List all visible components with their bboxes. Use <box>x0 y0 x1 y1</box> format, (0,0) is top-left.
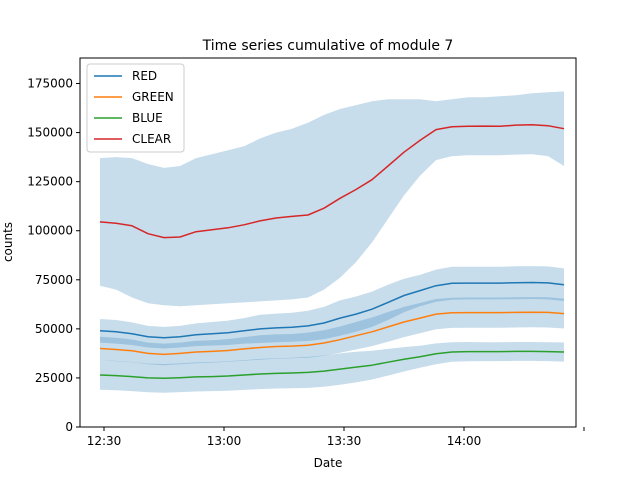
legend-label-red: RED <box>132 69 157 83</box>
series-line-clear <box>99 123 565 239</box>
series-line-red <box>99 281 565 339</box>
lines-group <box>99 123 565 380</box>
x-tick-label: 13:00 <box>207 434 242 448</box>
y-tick-label: 125000 <box>27 175 73 189</box>
band-green <box>100 297 564 366</box>
y-axis: 0 25000 50000 75000 100000 125000 150000 175000 <box>27 77 80 434</box>
legend-box <box>86 63 185 153</box>
y-tick-label: 75000 <box>35 273 73 287</box>
series-line-green <box>99 311 565 356</box>
y-tick-label: 0 <box>65 420 73 434</box>
y-axis-label: counts <box>1 222 15 262</box>
legend-label-clear: CLEAR <box>132 132 171 146</box>
band-clear <box>100 91 564 307</box>
x-tick-label: 13:30 <box>327 434 362 448</box>
legend-label-blue: BLUE <box>132 111 163 125</box>
chart-title: Time series cumulative of module 7 <box>202 38 454 54</box>
plot-frame <box>79 57 577 428</box>
band-blue <box>100 342 564 393</box>
bands-group <box>100 91 564 393</box>
y-tick-label: 50000 <box>35 322 73 336</box>
series-line-blue <box>99 350 565 380</box>
band-red <box>100 266 564 349</box>
legend: RED GREEN BLUE CLEAR <box>86 63 185 153</box>
y-tick-label: 175000 <box>27 77 73 91</box>
x-tick-label: 12:30 <box>87 434 122 448</box>
x-tick-label: 14:00 <box>447 434 482 448</box>
legend-label-green: GREEN <box>132 90 174 104</box>
y-tick-label: 100000 <box>27 224 73 238</box>
y-tick-label: 150000 <box>27 126 73 140</box>
y-tick-label: 25000 <box>35 371 73 385</box>
x-axis: 12:30 13:00 13:30 14:00 <box>87 427 585 448</box>
x-axis-label: Date <box>314 456 343 470</box>
